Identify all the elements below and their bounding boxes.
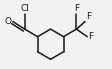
Text: F: F	[85, 12, 90, 21]
Text: Cl: Cl	[20, 4, 29, 13]
Text: F: F	[87, 32, 92, 41]
Text: O: O	[5, 17, 12, 26]
Text: F: F	[73, 4, 78, 13]
